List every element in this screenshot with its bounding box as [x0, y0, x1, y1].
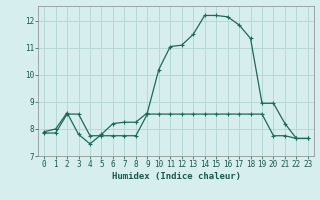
- X-axis label: Humidex (Indice chaleur): Humidex (Indice chaleur): [111, 172, 241, 181]
